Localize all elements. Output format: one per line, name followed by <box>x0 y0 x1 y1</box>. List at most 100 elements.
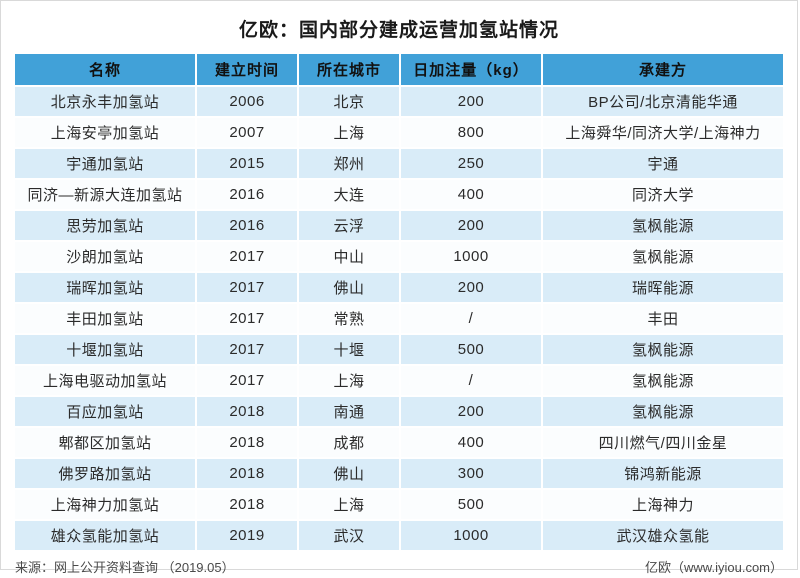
table-cell: 北京永丰加氢站 <box>15 87 195 116</box>
table-cell: 同济—新源大连加氢站 <box>15 180 195 209</box>
table-cell: 500 <box>401 490 541 519</box>
table-cell: 丰田 <box>543 304 783 333</box>
table-cell: 200 <box>401 211 541 240</box>
table-cell: 上海 <box>299 366 399 395</box>
table-cell: 佛山 <box>299 459 399 488</box>
table-row: 瑞晖加氢站 2017 佛山 200 瑞晖能源 <box>15 273 783 302</box>
table-cell: 氢枫能源 <box>543 366 783 395</box>
table-row: 同济—新源大连加氢站 2016 大连 400 同济大学 <box>15 180 783 209</box>
table-cell: 郫都区加氢站 <box>15 428 195 457</box>
table-row: 上海安亭加氢站 2007 上海 800 上海舜华/同济大学/上海神力 <box>15 118 783 147</box>
footer: 来源：网上公开资料查询 （2019.05） 亿欧（www.iyiou.com） <box>13 552 785 578</box>
table-cell: 十堰加氢站 <box>15 335 195 364</box>
table-cell: BP公司/北京清能华通 <box>543 87 783 116</box>
table-cell: 300 <box>401 459 541 488</box>
table-cell: 2017 <box>197 273 297 302</box>
table-cell: 锦鸿新能源 <box>543 459 783 488</box>
table-cell: 瑞晖能源 <box>543 273 783 302</box>
table-cell: 2018 <box>197 490 297 519</box>
table-cell: 500 <box>401 335 541 364</box>
table-cell: 上海 <box>299 118 399 147</box>
table-cell: 上海舜华/同济大学/上海神力 <box>543 118 783 147</box>
table-cell: 成都 <box>299 428 399 457</box>
header-builder: 承建方 <box>543 54 783 85</box>
table-cell: 2018 <box>197 397 297 426</box>
table-cell: 上海电驱动加氢站 <box>15 366 195 395</box>
table-cell: 雄众氢能加氢站 <box>15 521 195 550</box>
header-daily-amount: 日加注量（kg） <box>401 54 541 85</box>
source-note: 来源：网上公开资料查询 （2019.05） <box>15 560 235 575</box>
page-title: 亿欧：国内部分建成运营加氢站情况 <box>238 20 559 41</box>
table-cell: 武汉雄众氢能 <box>543 521 783 550</box>
table-cell: 2018 <box>197 428 297 457</box>
table-cell: 200 <box>401 273 541 302</box>
table-cell: 百应加氢站 <box>15 397 195 426</box>
table-row: 佛罗路加氢站 2018 佛山 300 锦鸿新能源 <box>15 459 783 488</box>
table-cell: / <box>401 366 541 395</box>
table-row: 郫都区加氢站 2018 成都 400 四川燃气/四川金星 <box>15 428 783 457</box>
table-cell: 武汉 <box>299 521 399 550</box>
table-cell: 2017 <box>197 335 297 364</box>
table-row: 北京永丰加氢站 2006 北京 200 BP公司/北京清能华通 <box>15 87 783 116</box>
header-city: 所在城市 <box>299 54 399 85</box>
table-cell: 瑞晖加氢站 <box>15 273 195 302</box>
table-cell: 上海 <box>299 490 399 519</box>
table-cell: 2018 <box>197 459 297 488</box>
table-cell: 郑州 <box>299 149 399 178</box>
table-cell: 200 <box>401 397 541 426</box>
table-row: 百应加氢站 2018 南通 200 氢枫能源 <box>15 397 783 426</box>
table-cell: 云浮 <box>299 211 399 240</box>
table-cell: 思劳加氢站 <box>15 211 195 240</box>
table-cell: 佛山 <box>299 273 399 302</box>
table-row: 思劳加氢站 2016 云浮 200 氢枫能源 <box>15 211 783 240</box>
table-cell: 1000 <box>401 521 541 550</box>
table-cell: 同济大学 <box>543 180 783 209</box>
table-header: 名称 建立时间 所在城市 日加注量（kg） 承建方 <box>15 54 783 85</box>
table-cell: 2016 <box>197 180 297 209</box>
table-cell: 宇通 <box>543 149 783 178</box>
table-row: 十堰加氢站 2017 十堰 500 氢枫能源 <box>15 335 783 364</box>
table-cell: 南通 <box>299 397 399 426</box>
table-cell: 常熟 <box>299 304 399 333</box>
table-body: 北京永丰加氢站 2006 北京 200 BP公司/北京清能华通 上海安亭加氢站 2007 上海… <box>15 87 783 550</box>
header-year: 建立时间 <box>197 54 297 85</box>
table-row: 上海电驱动加氢站 2017 上海 / 氢枫能源 <box>15 366 783 395</box>
table-cell: 大连 <box>299 180 399 209</box>
table-cell: 氢枫能源 <box>543 211 783 240</box>
table-cell: 2007 <box>197 118 297 147</box>
table-cell: / <box>401 304 541 333</box>
table-cell: 四川燃气/四川金星 <box>543 428 783 457</box>
table-cell: 2006 <box>197 87 297 116</box>
table-cell: 沙朗加氢站 <box>15 242 195 271</box>
table-cell: 2019 <box>197 521 297 550</box>
table-cell: 氢枫能源 <box>543 397 783 426</box>
table-cell: 2017 <box>197 242 297 271</box>
table-cell: 2017 <box>197 366 297 395</box>
table-row: 丰田加氢站 2017 常熟 / 丰田 <box>15 304 783 333</box>
table-cell: 氢枫能源 <box>543 335 783 364</box>
table-cell: 2015 <box>197 149 297 178</box>
table-cell: 氢枫能源 <box>543 242 783 271</box>
table-cell: 上海神力 <box>543 490 783 519</box>
table-row: 沙朗加氢站 2017 中山 1000 氢枫能源 <box>15 242 783 271</box>
table-row: 宇通加氢站 2015 郑州 250 宇通 <box>15 149 783 178</box>
table-cell: 2016 <box>197 211 297 240</box>
table-header-row: 名称 建立时间 所在城市 日加注量（kg） 承建方 <box>15 54 783 85</box>
table-cell: 北京 <box>299 87 399 116</box>
table-row: 雄众氢能加氢站 2019 武汉 1000 武汉雄众氢能 <box>15 521 783 550</box>
table-row: 上海神力加氢站 2018 上海 500 上海神力 <box>15 490 783 519</box>
table-cell: 上海神力加氢站 <box>15 490 195 519</box>
brand-credit: 亿欧（www.iyiou.com） <box>645 560 783 575</box>
table-cell: 250 <box>401 149 541 178</box>
table-cell: 400 <box>401 180 541 209</box>
table-cell: 800 <box>401 118 541 147</box>
header-name: 名称 <box>15 54 195 85</box>
table-cell: 佛罗路加氢站 <box>15 459 195 488</box>
table-cell: 宇通加氢站 <box>15 149 195 178</box>
table-cell: 上海安亭加氢站 <box>15 118 195 147</box>
hydrogen-stations-table: 名称 建立时间 所在城市 日加注量（kg） 承建方 北京永丰加氢站 2006 北京 2… <box>13 52 785 552</box>
table-cell: 200 <box>401 87 541 116</box>
table-cell: 丰田加氢站 <box>15 304 195 333</box>
table-cell: 400 <box>401 428 541 457</box>
